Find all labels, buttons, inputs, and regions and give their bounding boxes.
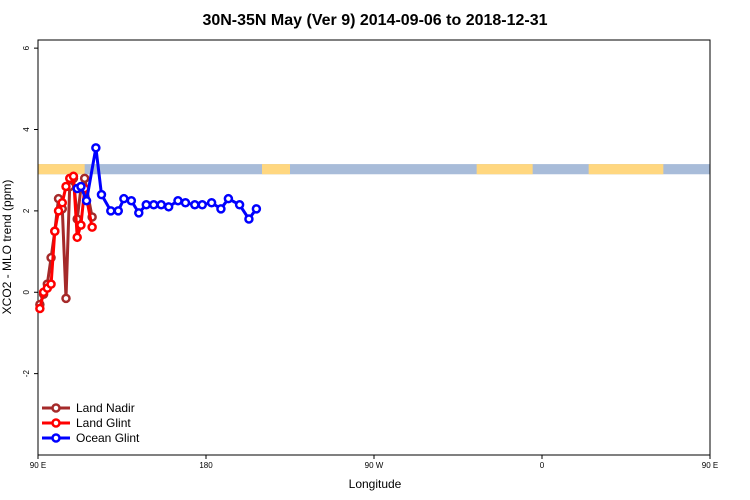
data-point-land-glint [61, 181, 71, 192]
y-tick-label: 6 [22, 45, 31, 50]
y-axis-label: XCO2 - MLO trend (ppm) [0, 180, 14, 315]
data-point-ocean-glint [156, 200, 166, 210]
x-axis-label: Longitude [349, 477, 402, 491]
series-land-glint [35, 171, 97, 314]
data-point-ocean-glint [106, 206, 116, 216]
data-point-ocean-glint [141, 200, 152, 210]
legend-item-land-nadir: Land Nadir [42, 401, 135, 415]
data-point-land-glint [50, 226, 60, 236]
x-tick-label: 90 E [30, 461, 46, 470]
data-point-land-glint [46, 279, 56, 289]
data-point-ocean-glint [206, 197, 217, 208]
y-axis: -2 0 2 4 6 [22, 45, 38, 377]
data-point-land-glint [76, 220, 86, 230]
series-ocean-glint [72, 143, 262, 224]
data-point-ocean-glint [113, 206, 124, 216]
legend-marker [51, 418, 61, 428]
data-point-ocean-glint [134, 208, 144, 218]
data-point-land-glint [57, 197, 68, 208]
data-point-ocean-glint [251, 204, 262, 214]
land-band-segment [38, 164, 85, 175]
legend-item-land-glint: Land Glint [42, 416, 131, 430]
data-point-ocean-glint [119, 193, 129, 204]
ocean-band [38, 164, 710, 175]
x-tick-label: 90 E [702, 461, 718, 470]
legend-item-ocean-glint: Ocean Glint [42, 431, 140, 445]
data-point-ocean-glint [197, 200, 208, 210]
data-point-ocean-glint [126, 195, 137, 206]
data-point-ocean-glint [216, 204, 226, 214]
x-tick-label: 180 [199, 461, 213, 470]
data-point-ocean-glint [148, 200, 159, 210]
data-point-land-nadir [79, 173, 90, 184]
y-tick-label: -2 [22, 370, 31, 378]
data-point-ocean-glint [91, 143, 101, 153]
data-point-ocean-glint [223, 193, 234, 204]
data-point-land-glint [35, 303, 45, 314]
legend-label: Land Nadir [76, 401, 135, 415]
series-layer [35, 143, 262, 314]
land-band-segment [476, 164, 533, 175]
legend-marker [51, 433, 61, 443]
data-point-land-glint [68, 171, 79, 182]
y-tick-label: 0 [22, 289, 31, 294]
data-point-land-glint [72, 232, 82, 243]
legend-marker [51, 403, 61, 413]
x-axis: 90 E 180 90 W 0 90 E [30, 455, 718, 470]
legend-label: Land Glint [76, 416, 131, 430]
data-point-ocean-glint [81, 195, 92, 206]
data-point-ocean-glint [76, 181, 86, 192]
data-point-ocean-glint [96, 189, 107, 200]
land-ocean-band [38, 164, 710, 175]
data-point-ocean-glint [163, 202, 174, 212]
x-tick-label: 90 W [365, 461, 384, 470]
chart-title: 30N-35N May (Ver 9) 2014-09-06 to 2018-1… [202, 12, 547, 29]
land-band-segment [588, 164, 664, 175]
data-point-ocean-glint [244, 214, 254, 224]
data-point-ocean-glint [234, 200, 245, 210]
y-tick-label: 2 [22, 208, 31, 213]
data-point-land-glint [53, 206, 64, 216]
land-band-segment [262, 164, 290, 175]
legend-label: Ocean Glint [76, 431, 140, 445]
x-tick-label: 0 [540, 461, 545, 470]
data-point-land-glint [87, 222, 97, 232]
plot-frame [37, 39, 711, 456]
y-tick-label: 4 [22, 127, 31, 132]
data-point-ocean-glint [190, 200, 200, 210]
data-point-ocean-glint [180, 197, 191, 208]
data-point-land-nadir [61, 293, 71, 304]
data-point-ocean-glint [173, 195, 183, 206]
